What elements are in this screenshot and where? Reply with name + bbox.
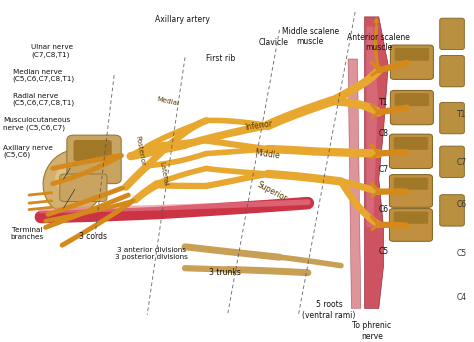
Text: To phrenic
nerve: To phrenic nerve	[352, 321, 391, 341]
FancyBboxPatch shape	[395, 93, 429, 106]
Text: Clavicle: Clavicle	[259, 38, 289, 47]
Text: Inferior: Inferior	[244, 119, 273, 132]
FancyBboxPatch shape	[391, 90, 433, 125]
Text: Ulnar nerve
(C7,C8,T1): Ulnar nerve (C7,C8,T1)	[31, 44, 73, 58]
FancyBboxPatch shape	[67, 135, 121, 184]
FancyBboxPatch shape	[394, 137, 428, 150]
Text: Anterior scalene
muscle: Anterior scalene muscle	[347, 33, 410, 52]
FancyBboxPatch shape	[394, 177, 428, 190]
Text: First rib: First rib	[206, 54, 235, 63]
Text: Axillary artery: Axillary artery	[155, 15, 210, 24]
Text: 3 cords: 3 cords	[79, 232, 107, 241]
FancyBboxPatch shape	[390, 134, 432, 169]
FancyBboxPatch shape	[391, 45, 433, 79]
Text: T1: T1	[379, 98, 388, 107]
Text: Lateral: Lateral	[159, 161, 169, 186]
FancyBboxPatch shape	[440, 55, 465, 87]
FancyBboxPatch shape	[394, 211, 428, 224]
Text: Posterior: Posterior	[135, 135, 146, 167]
Text: Musculocutaneous
nerve (C5,C6,C7): Musculocutaneous nerve (C5,C6,C7)	[3, 117, 70, 131]
FancyBboxPatch shape	[440, 102, 465, 134]
Text: Medial: Medial	[157, 96, 180, 107]
FancyBboxPatch shape	[440, 195, 465, 226]
Text: Axillary nerve
(C5,C6): Axillary nerve (C5,C6)	[3, 145, 53, 158]
Text: 5 roots
(ventral rami): 5 roots (ventral rami)	[302, 300, 356, 320]
Text: 3 trunks: 3 trunks	[209, 268, 241, 277]
FancyBboxPatch shape	[60, 174, 107, 201]
Text: C5: C5	[378, 247, 389, 256]
FancyBboxPatch shape	[390, 175, 432, 207]
FancyBboxPatch shape	[395, 48, 429, 61]
FancyBboxPatch shape	[73, 140, 112, 161]
Polygon shape	[365, 17, 388, 308]
FancyBboxPatch shape	[390, 209, 432, 241]
Text: Middle: Middle	[255, 148, 281, 160]
Text: T1: T1	[457, 109, 466, 119]
Text: 3 anterior divisions
3 posterior divisions: 3 anterior divisions 3 posterior divisio…	[116, 247, 188, 260]
Ellipse shape	[43, 150, 105, 214]
Text: Median nerve
(C5,C6,C7,C8,T1): Median nerve (C5,C6,C7,C8,T1)	[12, 69, 74, 82]
Text: C6: C6	[456, 200, 466, 209]
Text: C4: C4	[456, 292, 466, 302]
Text: C7: C7	[456, 158, 466, 167]
Polygon shape	[366, 27, 378, 227]
Text: C6: C6	[378, 205, 389, 214]
Text: Radial nerve
(C5,C6,C7,C8,T1): Radial nerve (C5,C6,C7,C8,T1)	[12, 93, 74, 106]
Text: C5: C5	[456, 249, 466, 258]
Text: Middle scalene
muscle: Middle scalene muscle	[282, 27, 339, 46]
Text: Superior: Superior	[256, 181, 289, 203]
Text: Terminal
branches: Terminal branches	[10, 227, 43, 240]
FancyBboxPatch shape	[440, 146, 465, 177]
Polygon shape	[348, 59, 361, 308]
FancyBboxPatch shape	[440, 18, 465, 50]
Text: C7: C7	[378, 165, 389, 174]
Text: C8: C8	[379, 129, 389, 138]
Ellipse shape	[55, 163, 86, 194]
